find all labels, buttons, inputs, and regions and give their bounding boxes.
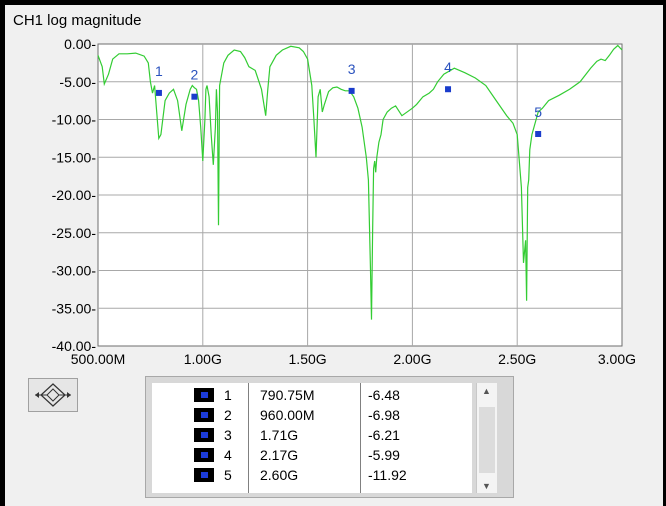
table-row[interactable]: 4 2.17G -5.99 [152, 447, 472, 463]
marker-swatch-icon [194, 448, 214, 462]
marker-index: 2 [224, 407, 232, 423]
marker-frequency: 790.75M [260, 387, 315, 403]
arrow-up-icon[interactable]: ▲ [482, 386, 491, 396]
marker-swatch-icon [194, 408, 214, 422]
table-row[interactable]: 2 960.00M -6.98 [152, 407, 472, 423]
column-divider [360, 383, 361, 493]
x-tick-label: 2.00G [393, 351, 431, 367]
marker-index: 5 [224, 467, 232, 483]
marker-frequency: 2.17G [260, 447, 299, 463]
marker-value: -6.98 [368, 407, 400, 423]
marker-table: 1 790.75M -6.48 2 960.00M -6.98 3 1.71G … [145, 376, 514, 498]
marker-index: 1 [224, 387, 232, 403]
y-axis-tick-labels: 0.00- -5.00- -10.00- -15.00- -20.00- -25.00- -… [52, 36, 97, 354]
marker-swatch-icon [194, 428, 214, 442]
marker-swatch-icon [194, 388, 214, 402]
marker-label: 2 [191, 67, 199, 83]
y-tick-label: -35.00- [52, 300, 97, 316]
marker-value: -6.21 [368, 427, 400, 443]
y-tick-label: 0.00- [64, 36, 96, 52]
x-tick-label: 500.00M [71, 351, 125, 367]
y-tick-label: -10.00- [52, 112, 97, 128]
x-tick-label: 1.00G [184, 351, 222, 367]
table-scrollbar[interactable]: ▲ ▼ [476, 383, 497, 493]
table-row[interactable]: 3 1.71G -6.21 [152, 427, 472, 443]
marker-value: -11.92 [368, 467, 407, 483]
marker-label: 1 [155, 63, 163, 79]
marker-swatch-icon [194, 468, 214, 482]
marker-table-body: 1 790.75M -6.48 2 960.00M -6.98 3 1.71G … [152, 383, 472, 493]
y-tick-label: -25.00- [52, 225, 97, 241]
graph-navigation-button[interactable] [28, 378, 78, 412]
marker-point [348, 87, 355, 94]
marker-frequency: 2.60G [260, 467, 299, 483]
x-tick-label: 2.50G [498, 351, 536, 367]
marker-label: 4 [444, 59, 452, 75]
measurement-trace [97, 44, 623, 320]
y-tick-label: -30.00- [52, 263, 97, 279]
marker-frequency: 960.00M [260, 407, 315, 423]
y-tick-label: -20.00- [52, 187, 97, 203]
column-divider [248, 383, 249, 493]
y-tick-label: -15.00- [52, 149, 97, 165]
marker-label: 3 [348, 61, 356, 77]
window-title: CH1 log magnitude [13, 12, 142, 29]
x-tick-label: 3.00G [598, 351, 636, 367]
marker-label: 5 [534, 104, 542, 120]
arrow-down-icon[interactable]: ▼ [482, 481, 491, 491]
table-row[interactable]: 1 790.75M -6.48 [152, 387, 472, 403]
grid-lines [98, 44, 622, 346]
marker-value: -5.99 [368, 447, 400, 463]
marker-point [191, 93, 198, 100]
marker-index: 3 [224, 427, 232, 443]
marker-value: -6.48 [368, 387, 400, 403]
marker-point [445, 86, 452, 93]
y-tick-label: -5.00- [59, 74, 96, 90]
x-axis-tick-labels: 500.00M 1.00G 1.50G 2.00G 2.50G 3.00G [71, 351, 636, 367]
scrollbar-thumb[interactable] [479, 407, 495, 473]
marker-point [535, 130, 542, 137]
y-tick-label: -40.00- [52, 338, 97, 354]
marker-point [155, 89, 162, 96]
marker-points[interactable]: 1 2 3 4 5 [155, 59, 542, 137]
marker-frequency: 1.71G [260, 427, 299, 443]
table-row[interactable]: 5 2.60G -11.92 [152, 467, 472, 483]
x-tick-label: 1.50G [289, 351, 327, 367]
pan-tool-icon [35, 383, 71, 407]
marker-index: 4 [224, 447, 232, 463]
